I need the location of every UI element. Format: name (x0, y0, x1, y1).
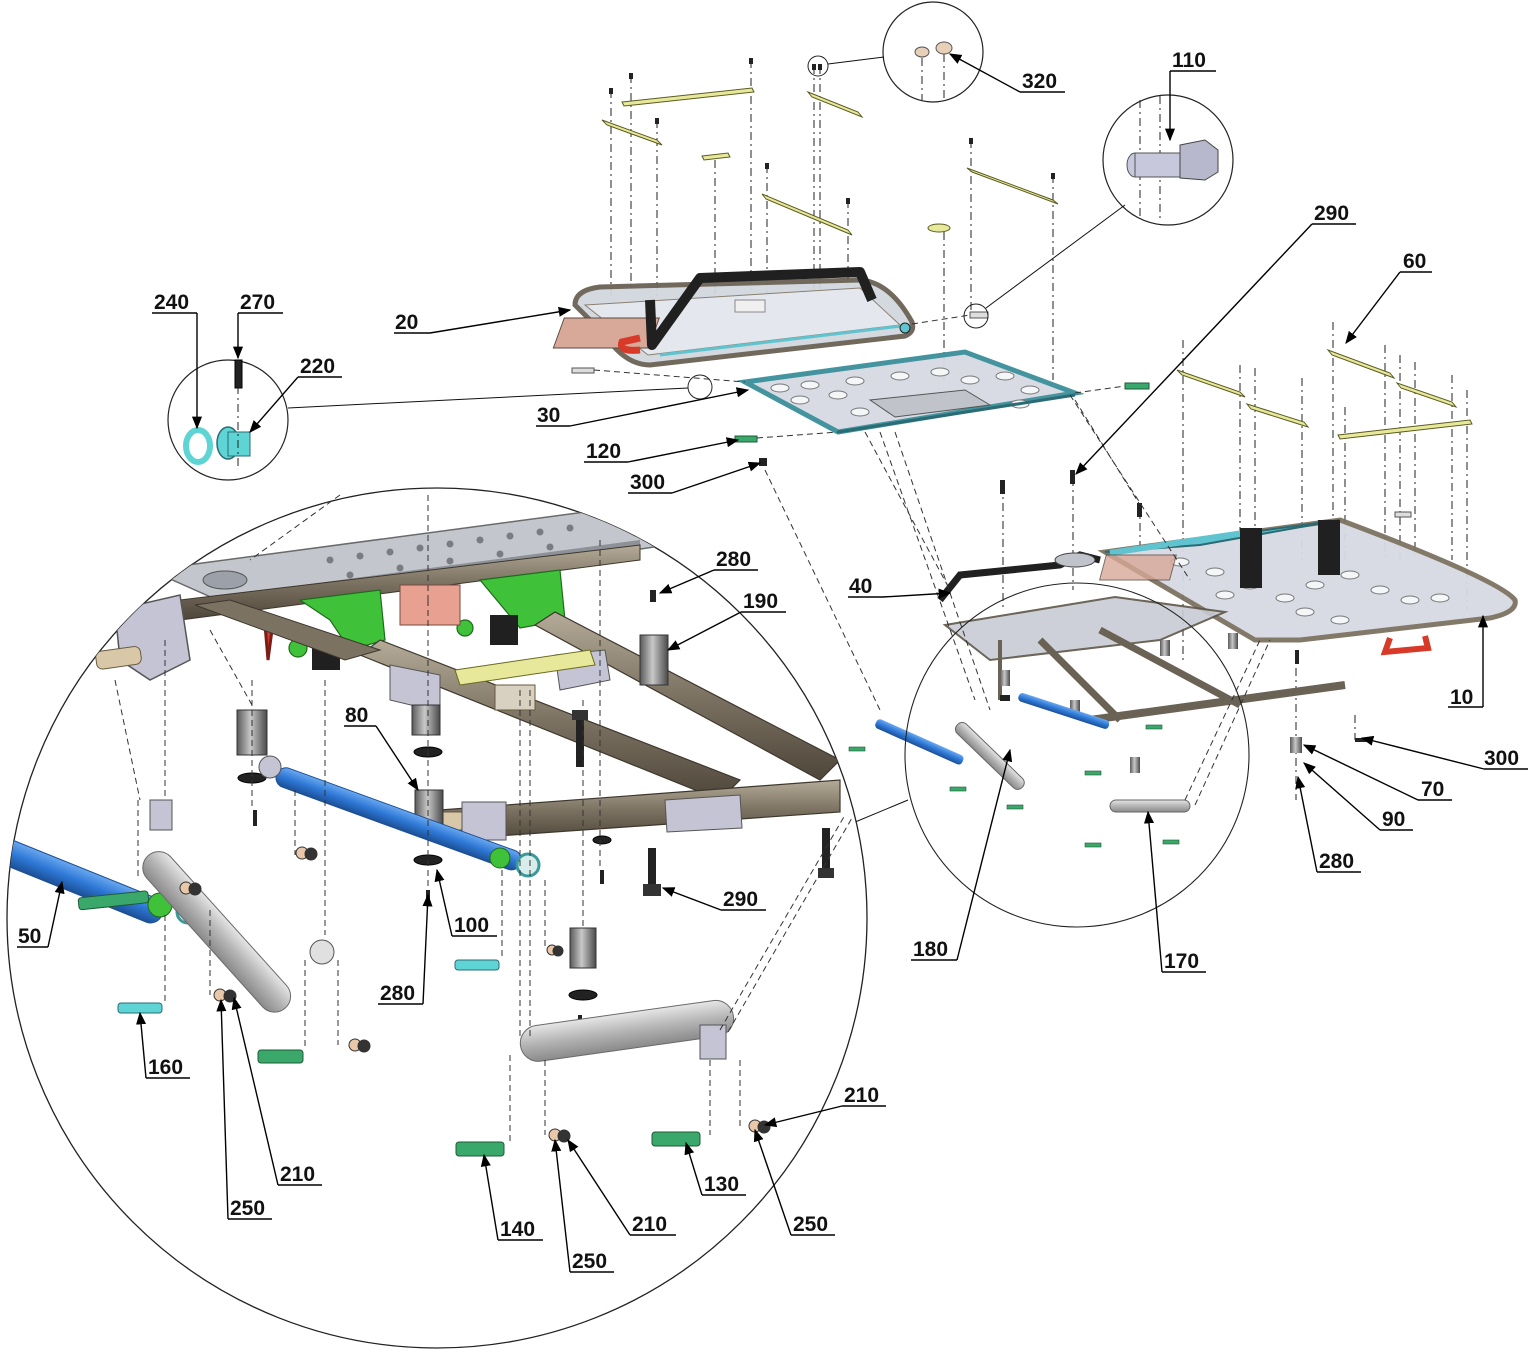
fastener-axis-lines (610, 60, 1054, 380)
callout-300-upper: 300 (630, 471, 665, 494)
top-screws (609, 58, 1055, 204)
callout-50: 50 (18, 925, 41, 948)
right-yellow-strips (1176, 348, 1473, 440)
callout-210-bottom: 210 (632, 1213, 667, 1236)
callout-80: 80 (345, 704, 368, 727)
callout-220: 220 (300, 355, 335, 378)
callout-60: 60 (1403, 250, 1426, 273)
callout-250-bottom: 250 (572, 1250, 607, 1273)
lower-right-assembly (848, 322, 1518, 848)
connection-dashes (249, 394, 1271, 1033)
callout-210-left: 210 (280, 1163, 315, 1186)
callout-130: 130 (704, 1173, 739, 1196)
callout-320: 320 (1022, 70, 1057, 93)
callout-110: 110 (1172, 49, 1206, 72)
callout-280-bottom: 280 (380, 982, 415, 1005)
callout-270: 270 (240, 291, 275, 314)
callout-290-top: 290 (1314, 202, 1349, 225)
callout-10: 10 (1450, 686, 1473, 709)
callout-70: 70 (1421, 778, 1444, 801)
plate-30-holes (770, 367, 1040, 417)
callout-240: 240 (154, 291, 189, 314)
callout-30: 30 (537, 404, 560, 427)
upper-platform-assembly (552, 58, 1150, 466)
callout-160: 160 (148, 1056, 183, 1079)
callout-100: 100 (454, 914, 489, 937)
yellow-shim-strips (601, 87, 1059, 236)
loose-pins-upper (571, 311, 1150, 466)
large-detail-view (6, 487, 868, 1349)
callout-90: 90 (1382, 808, 1405, 831)
callout-290-detail: 290 (723, 888, 758, 911)
detail-circle-110 (963, 94, 1234, 329)
callout-180: 180 (913, 938, 948, 961)
callout-120: 120 (586, 440, 621, 463)
callout-40: 40 (849, 575, 872, 598)
callout-250-left: 250 (230, 1197, 265, 1220)
callout-250-right: 250 (793, 1213, 828, 1236)
callout-labels: 10 20 30 40 50 60 70 80 90 100 110 120 1… (18, 49, 1519, 1273)
callout-170: 170 (1164, 950, 1199, 973)
callout-140: 140 (500, 1218, 535, 1241)
callout-190: 190 (743, 590, 778, 613)
big-dashed-lines (114, 495, 741, 1145)
detail-circle-320 (807, 1, 984, 103)
right-small-bolts (848, 724, 1180, 848)
small-nut-sets (179, 846, 771, 1143)
green-brackets (288, 569, 566, 658)
callout-280-right: 280 (1319, 850, 1354, 873)
plate-30 (737, 349, 1085, 435)
right-lower-frame (998, 470, 1412, 773)
big-plate-holes (326, 524, 574, 579)
detail-circle-right (847, 582, 1250, 928)
callout-210-right: 210 (844, 1084, 879, 1107)
plate-20-frame (552, 267, 916, 368)
callout-300-right: 300 (1484, 747, 1519, 770)
callout-280-top: 280 (716, 548, 751, 571)
callout-20: 20 (395, 311, 418, 334)
callout-leaders (17, 53, 1528, 1273)
detail-circle-240 (167, 350, 713, 481)
